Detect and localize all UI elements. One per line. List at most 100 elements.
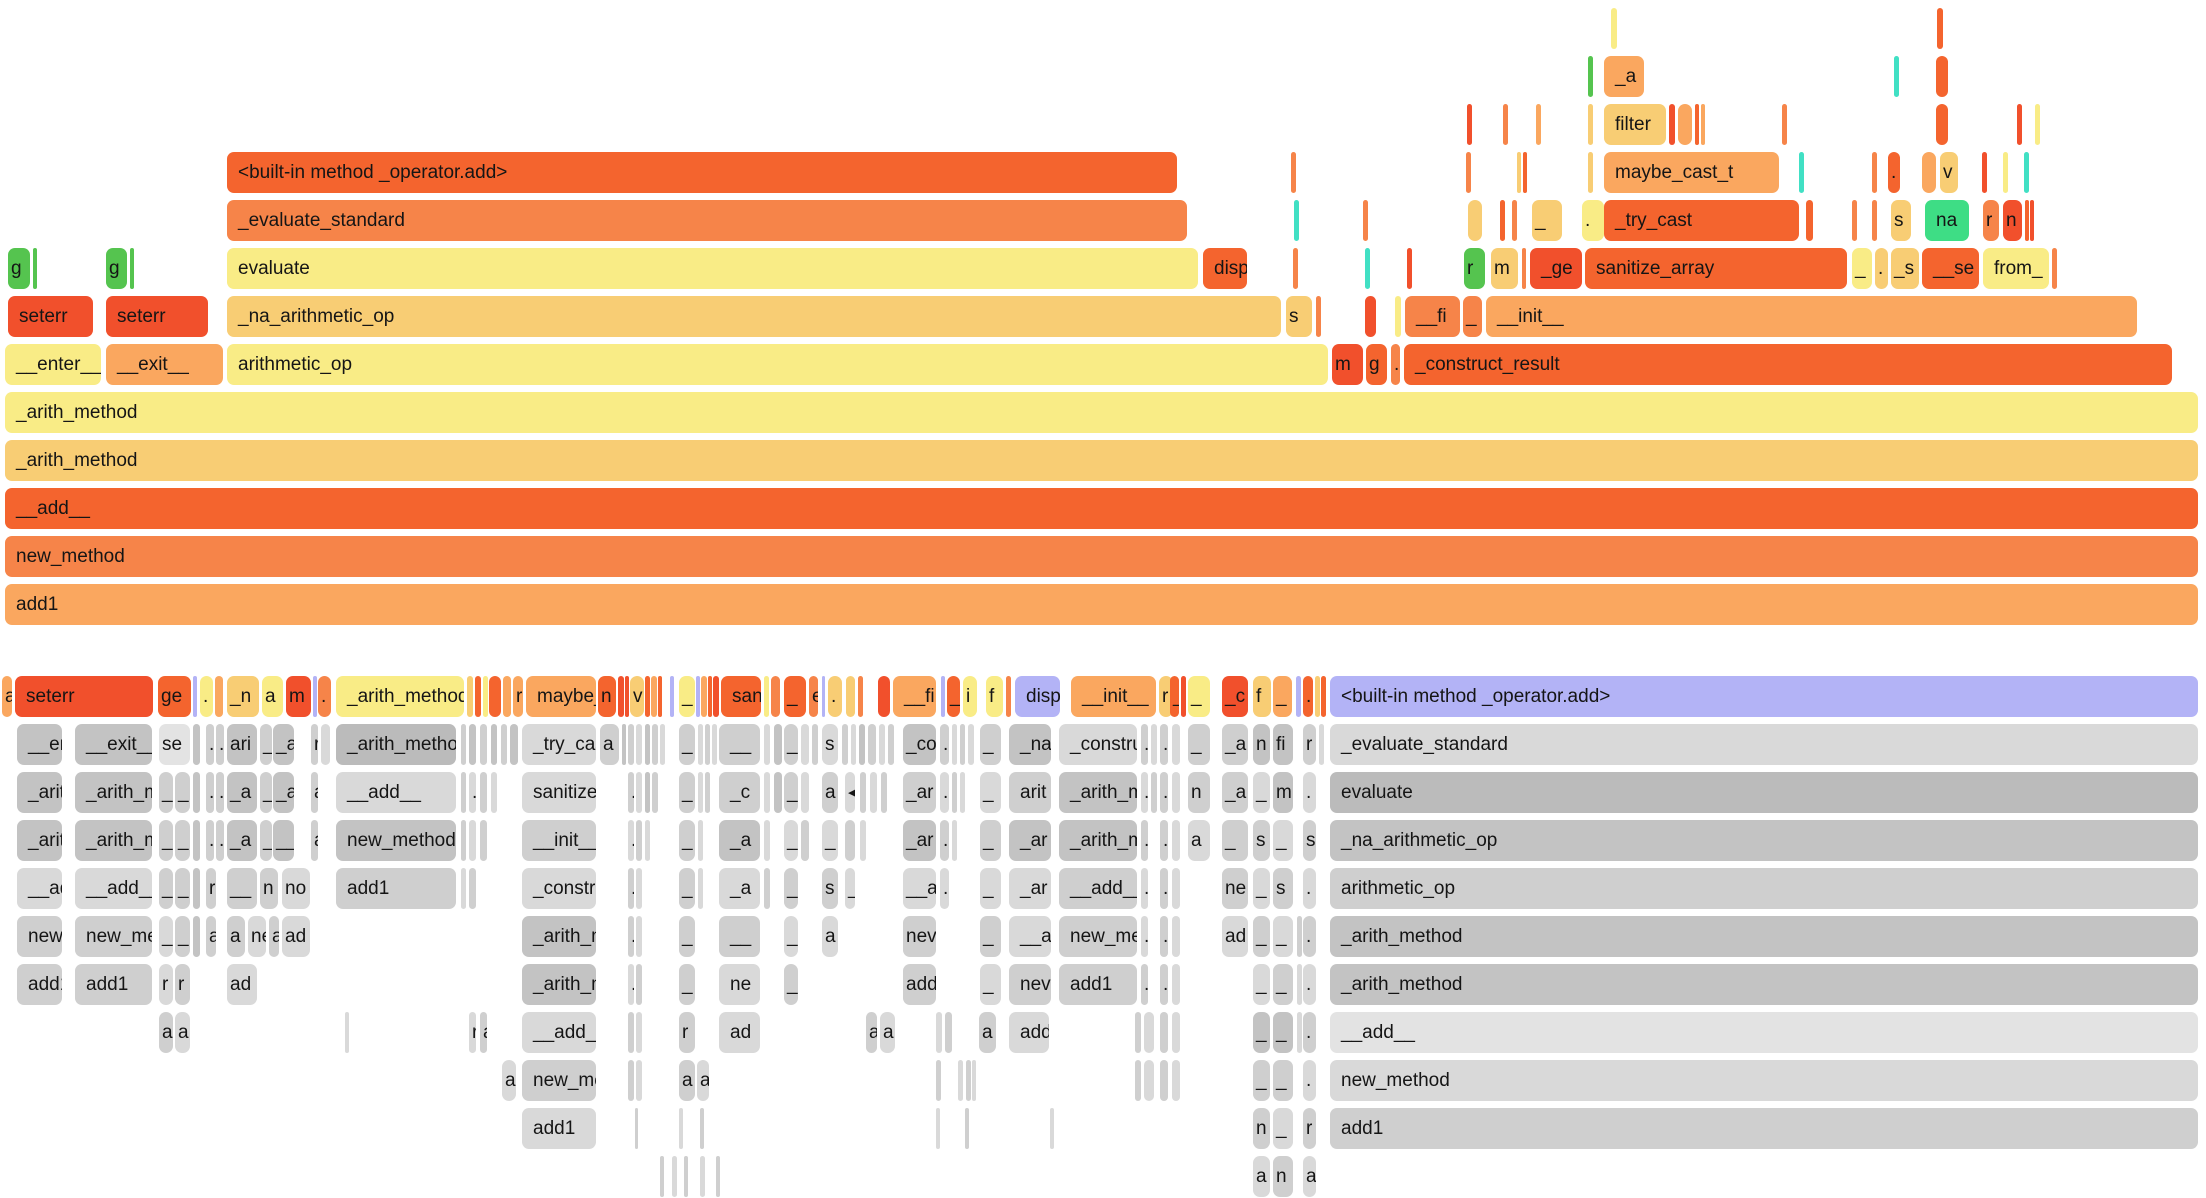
flame-frame[interactable] [1181, 676, 1186, 717]
flame-frame[interactable]: s [822, 868, 838, 909]
flame-frame[interactable]: __enter__ [5, 344, 101, 385]
flame-frame[interactable] [645, 724, 650, 765]
flame-frame[interactable]: _arith_method [522, 916, 596, 957]
flame-frame[interactable] [1172, 820, 1180, 861]
flame-frame[interactable]: _ [784, 868, 798, 909]
flame-frame[interactable]: . [940, 772, 949, 813]
flame-frame[interactable]: __init__ [1486, 296, 2137, 337]
flame-frame[interactable]: _arith_method [75, 820, 152, 861]
flame-frame[interactable]: add1 [336, 868, 456, 909]
flame-frame[interactable]: sanitize_array [1585, 248, 1847, 289]
flame-frame[interactable]: _a [1604, 56, 1644, 97]
flame-frame[interactable] [705, 772, 710, 813]
flame-frame[interactable]: <built-in method _operator.add> [227, 152, 1177, 193]
flame-frame[interactable]: s [1303, 820, 1316, 861]
flame-frame[interactable]: seterr [15, 676, 153, 717]
flame-frame[interactable]: . [216, 820, 224, 861]
flame-frame[interactable]: . [628, 820, 634, 861]
flame-frame[interactable]: n [1253, 724, 1270, 765]
flame-frame[interactable] [881, 772, 887, 813]
flame-frame[interactable]: . [1303, 1060, 1316, 1101]
flame-frame[interactable]: _ [175, 772, 190, 813]
flame-frame[interactable] [660, 724, 665, 765]
flame-frame[interactable] [965, 1108, 969, 1149]
flame-frame[interactable]: r [513, 676, 523, 717]
flame-frame[interactable]: __ [227, 868, 257, 909]
flame-frame[interactable] [660, 1156, 664, 1197]
flame-frame[interactable]: _a [1222, 724, 1248, 765]
selected-flame-frame[interactable]: <built-in method _operator.add> [1330, 676, 2198, 717]
flame-frame[interactable] [1588, 152, 1593, 193]
flame-frame[interactable]: nev [903, 916, 936, 957]
flame-frame[interactable] [1982, 152, 1987, 193]
flame-frame[interactable] [858, 676, 863, 717]
flame-frame[interactable]: __add__ [5, 488, 2198, 529]
flame-frame[interactable]: _ [175, 916, 190, 957]
flame-frame[interactable] [193, 724, 200, 765]
flame-frame[interactable]: s [1253, 820, 1270, 861]
flame-frame[interactable]: ad [1222, 916, 1248, 957]
flame-frame[interactable]: _ [980, 868, 1001, 909]
flame-frame[interactable] [1512, 200, 1517, 241]
flame-frame[interactable] [684, 1156, 688, 1197]
flame-frame[interactable] [870, 772, 877, 813]
flame-frame[interactable]: _ [980, 820, 1001, 861]
flame-frame[interactable] [193, 772, 200, 813]
flame-frame[interactable] [698, 772, 703, 813]
flame-frame[interactable] [475, 676, 481, 717]
flame-frame[interactable]: _c [719, 772, 760, 813]
flame-frame[interactable]: _try_cast [1604, 200, 1799, 241]
flame-frame[interactable]: new_method [336, 820, 456, 861]
flame-frame[interactable] [1922, 152, 1936, 193]
flame-frame[interactable]: na [1925, 200, 1969, 241]
flame-frame[interactable]: __add__ [1330, 1012, 2198, 1053]
flame-frame[interactable]: _try_cast [522, 724, 596, 765]
flame-frame[interactable]: _a [273, 772, 294, 813]
flame-frame[interactable] [1522, 248, 1526, 289]
flame-frame[interactable]: . [1160, 964, 1168, 1005]
flame-frame[interactable]: . [1303, 1012, 1316, 1053]
flame-frame[interactable]: _construct_result [1404, 344, 2172, 385]
flame-frame[interactable] [1678, 104, 1692, 145]
flame-frame[interactable] [966, 1060, 971, 1101]
flame-frame[interactable] [1144, 1060, 1154, 1101]
flame-frame[interactable] [636, 772, 642, 813]
flame-frame[interactable]: _arith_method [336, 724, 456, 765]
flame-frame[interactable] [960, 724, 965, 765]
flame-frame[interactable] [645, 676, 650, 717]
flame-frame[interactable]: arithmetic_op [227, 344, 1328, 385]
flame-frame[interactable] [215, 676, 223, 717]
flame-frame[interactable]: _ [175, 868, 190, 909]
flame-frame[interactable]: new_method [522, 1060, 596, 1101]
flame-frame[interactable] [193, 820, 200, 861]
flame-frame[interactable] [2052, 248, 2057, 289]
flame-frame[interactable] [645, 772, 650, 813]
flame-frame[interactable]: s [1286, 296, 1312, 337]
flame-frame[interactable]: . [628, 964, 634, 1005]
flame-frame[interactable]: _c [1222, 676, 1248, 717]
flame-frame[interactable]: _ [784, 916, 798, 957]
flame-frame[interactable] [801, 724, 809, 765]
flame-frame[interactable]: new_method [5, 536, 2198, 577]
flame-frame[interactable]: _ [679, 916, 695, 957]
flame-frame[interactable] [1500, 200, 1505, 241]
flame-frame[interactable]: . [940, 820, 949, 861]
flame-frame[interactable]: a [979, 1012, 996, 1053]
flame-frame[interactable] [1669, 104, 1675, 145]
flame-frame[interactable] [958, 1060, 963, 1101]
flame-frame[interactable] [860, 820, 866, 861]
flame-frame[interactable] [1135, 1060, 1141, 1101]
flame-frame[interactable]: _ [159, 820, 173, 861]
flame-frame[interactable]: add1 [75, 964, 152, 1005]
flame-frame[interactable]: _arith_method [1059, 772, 1137, 813]
flame-frame[interactable] [1852, 200, 1857, 241]
flame-frame[interactable] [878, 676, 890, 717]
flame-frame[interactable]: r [1983, 200, 1999, 241]
flame-frame[interactable]: . [1303, 868, 1316, 909]
flame-frame[interactable]: a [227, 916, 245, 957]
flame-frame[interactable]: _arith_method [17, 820, 62, 861]
flame-frame[interactable]: from_ [1983, 248, 2049, 289]
flame-frame[interactable]: a [679, 1060, 695, 1101]
flame-frame[interactable] [860, 772, 866, 813]
